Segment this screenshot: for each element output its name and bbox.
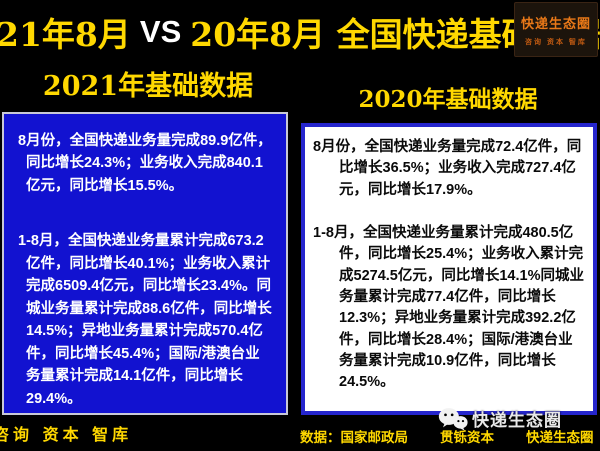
- footer-source-label: 数据：: [300, 430, 341, 446]
- wechat-icon: [438, 407, 468, 431]
- panel-2020-cumulative-paragraph: 1-8月，全国快递业务量累计完成480.5亿件，同比增长25.4%；业务收入累计…: [313, 224, 584, 391]
- brand-logo-name: 快递生态圈: [520, 16, 591, 32]
- brand-logo-tagline: 咨询 资本 智库: [525, 38, 587, 46]
- wechat-badge: 快递生态圈: [438, 406, 562, 431]
- panel-2020-month-paragraph: 8月份，全国快递业务量完成72.4亿件，同比增长36.5%；业务收入完成727.…: [313, 139, 582, 198]
- brand-logo: 快递生态圈 咨询 资本 智库: [514, 2, 598, 57]
- title-vs: VS: [139, 14, 182, 49]
- footer-source-capital: 贯铄资本: [440, 430, 494, 446]
- header-2020: 2020年基础数据: [358, 86, 538, 113]
- footer-source-line: 数据： 国家邮政局 贯铄资本 快递生态圈: [300, 426, 594, 446]
- wechat-account-name: 快递生态圈: [472, 411, 562, 430]
- panel-2021-month-paragraph: 8月份，全国快递业务量完成89.9亿件，同比增长24.3%；业务收入完成840.…: [18, 133, 272, 194]
- panel-2020-data: 8月份，全国快递业务量完成72.4亿件，同比增长36.5%；业务收入完成727.…: [301, 123, 597, 415]
- title-bar: 21年8月 VS 20年8月 全国快递基础数据: [0, 6, 600, 58]
- panel-2021-cumulative-paragraph: 1-8月，全国快递业务量累计完成673.2亿件，同比增长40.1%；业务收入累计…: [18, 233, 272, 407]
- footer-source-brand: 快递生态圈: [526, 430, 594, 446]
- title-year-2021: 21年8月: [0, 15, 131, 54]
- footer-tagline: 咨询 资本 智库: [0, 425, 133, 444]
- footer-source-postal-bureau: 国家邮政局: [340, 430, 409, 446]
- header-2021: 2021年基础数据: [42, 71, 254, 102]
- panel-2021-data: 8月份，全国快递业务量完成89.9亿件，同比增长24.3%；业务收入完成840.…: [2, 112, 288, 415]
